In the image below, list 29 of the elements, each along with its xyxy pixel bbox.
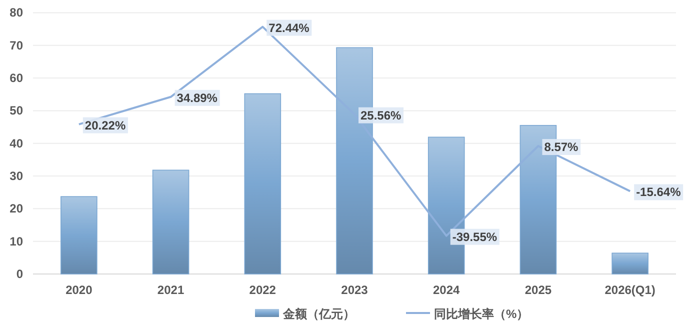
y-tick-label: 0 [16, 267, 24, 281]
x-tick-label: 2021 [157, 283, 184, 297]
bar [244, 93, 282, 274]
y-tick-label: 50 [10, 104, 24, 118]
legend-label: 同比增长率（%） [434, 307, 529, 321]
y-tick-label: 60 [10, 71, 24, 86]
x-tick-label: 2022 [249, 283, 276, 297]
data-label: 72.44% [268, 20, 310, 35]
legend-label: 金额（亿元） [282, 307, 355, 321]
bar [612, 252, 648, 274]
data-label: 25.56% [360, 108, 402, 122]
bar [152, 170, 190, 274]
y-tick-label: 40 [10, 136, 24, 150]
y-tick-label: 30 [10, 169, 24, 184]
data-label: -15.64% [636, 185, 682, 200]
data-label: 8.57% [544, 140, 579, 154]
y-tick-label: 10 [10, 234, 24, 248]
y-tick-label: 20 [10, 202, 24, 216]
bar [60, 196, 98, 274]
x-tick-label: 2023 [341, 283, 368, 297]
x-tick-label: 2024 [433, 283, 460, 297]
data-label: 34.89% [176, 90, 218, 105]
x-tick-label: 2026(Q1) [604, 283, 656, 297]
y-tick-label: 80 [10, 6, 24, 20]
x-tick-label: 2020 [66, 283, 93, 297]
data-label: -39.55% [452, 230, 498, 244]
x-tick-label: 2025 [524, 283, 552, 297]
data-label: 20.22% [84, 118, 126, 132]
y-tick-label: 70 [10, 38, 24, 52]
